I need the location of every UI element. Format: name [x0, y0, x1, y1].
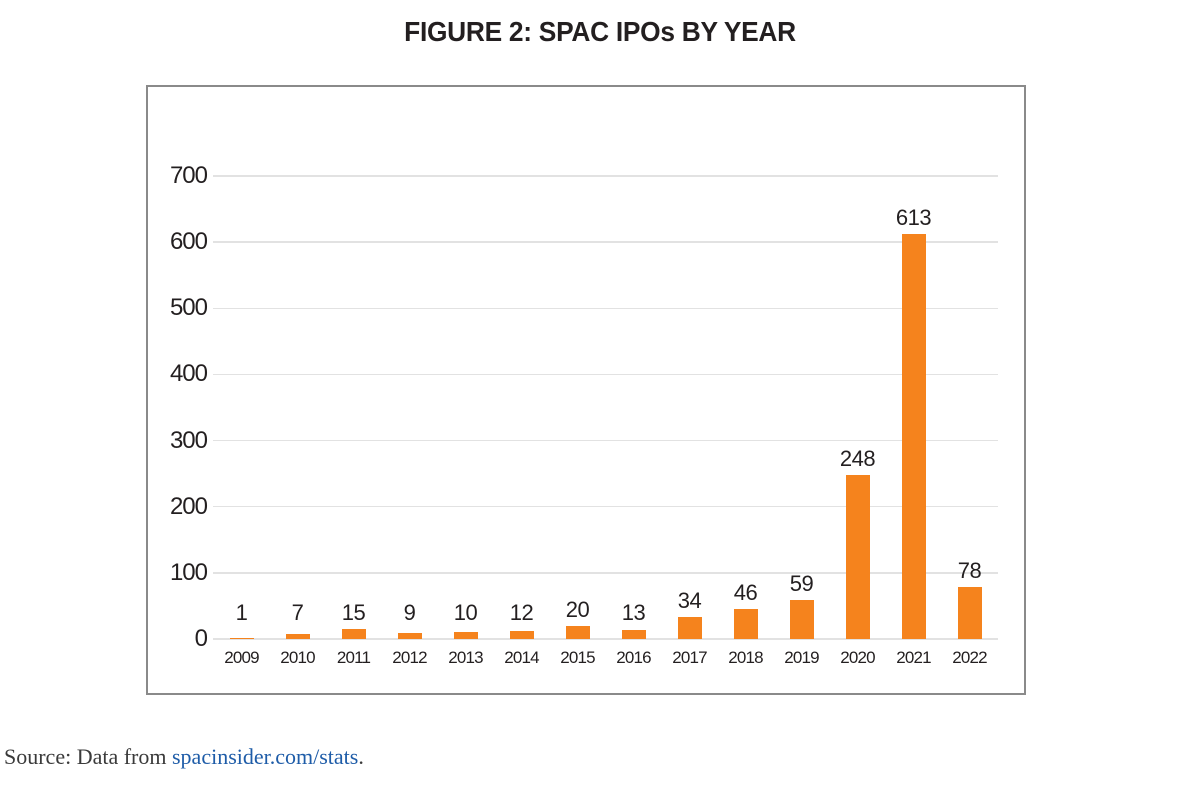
- x-axis-tick-label: 2017: [672, 648, 707, 667]
- x-axis-tick-label: 2012: [392, 648, 427, 667]
- gridline-y-500: [213, 307, 998, 310]
- gridline-y-400: [213, 373, 998, 376]
- gridline-y-100: [213, 572, 998, 574]
- x-axis-tick-label: 2020: [840, 648, 875, 667]
- bar-2017: [677, 616, 702, 639]
- bar-chart-frame: 0 100 200 300 400 500 600 700 1 2009 7 2010 15 2011 9 2…: [146, 85, 1026, 695]
- gridline-y-700: [213, 175, 998, 177]
- x-axis-tick-label: 2010: [280, 648, 315, 667]
- x-axis-tick-label: 2011: [336, 648, 371, 667]
- bar-2010: [285, 634, 310, 639]
- y-axis-tick-label: 200: [169, 492, 208, 520]
- bar-2019: [789, 599, 814, 639]
- bar-value-label: 46: [733, 579, 758, 605]
- source-note-suffix: .: [358, 744, 364, 769]
- bar-value-label: 13: [621, 600, 646, 625]
- gridline-y-300: [213, 439, 998, 442]
- bar-value-label: 78: [957, 558, 982, 584]
- y-axis-tick-label: 300: [169, 426, 208, 454]
- bar-2015: [565, 625, 590, 639]
- x-axis-tick-label: 2016: [616, 648, 651, 667]
- bar-value-label: 59: [789, 570, 814, 596]
- y-axis-tick-label: 400: [169, 360, 208, 388]
- y-axis-tick-label: 0: [194, 625, 208, 652]
- bar-value-label: 9: [403, 600, 416, 625]
- y-axis-tick-label: 500: [169, 294, 208, 322]
- bar-2022: [957, 587, 982, 639]
- bar-value-label: 12: [509, 600, 534, 625]
- bar-chart-plot-area: 0 100 200 300 400 500 600 700 1 2009 7 2010 15 2011 9 2…: [148, 87, 1024, 693]
- x-axis-tick-label: 2018: [728, 648, 763, 667]
- x-axis-tick-label: 2019: [784, 648, 819, 667]
- x-axis-tick-label: 2022: [952, 648, 987, 667]
- x-axis-tick-label: 2021: [896, 648, 931, 667]
- y-axis-tick-label: 100: [169, 558, 208, 586]
- bar-2009: [229, 638, 254, 639]
- gridline-y-0: [213, 638, 998, 640]
- x-axis-tick-label: 2009: [224, 648, 259, 667]
- x-axis-tick-label: 2015: [560, 648, 595, 667]
- bar-value-label: 34: [677, 587, 702, 613]
- bar-2014: [509, 631, 534, 639]
- gridline-y-200: [213, 505, 998, 508]
- bar-value-label: 613: [895, 204, 932, 230]
- bar-2012: [397, 633, 422, 639]
- y-axis-tick-label: 600: [169, 228, 208, 256]
- bar-value-label: 20: [565, 596, 590, 622]
- source-link[interactable]: spacinsider.com/stats: [172, 744, 359, 769]
- bar-value-label: 7: [291, 600, 304, 625]
- bar-2021: [901, 233, 926, 639]
- y-axis-tick-label: 700: [169, 162, 208, 189]
- figure-title: FIGURE 2: SPAC IPOs BY YEAR: [404, 16, 796, 47]
- bar-2013: [453, 632, 478, 639]
- bar-2020: [845, 474, 870, 639]
- bar-value-label: 10: [453, 600, 478, 625]
- x-axis-tick-label: 2013: [448, 648, 483, 667]
- source-note-prefix: Source: Data from: [4, 744, 172, 769]
- bar-value-label: 15: [341, 600, 366, 625]
- bar-value-label: 1: [235, 600, 248, 625]
- bar-value-label: 248: [839, 445, 876, 471]
- gridline-y-600: [213, 241, 998, 243]
- bar-2016: [621, 630, 646, 639]
- bar-2011: [341, 629, 366, 639]
- bar-2018: [733, 608, 758, 639]
- x-axis-tick-label: 2014: [504, 648, 539, 667]
- source-note: Source: Data from spacinsider.com/stats.: [4, 744, 364, 770]
